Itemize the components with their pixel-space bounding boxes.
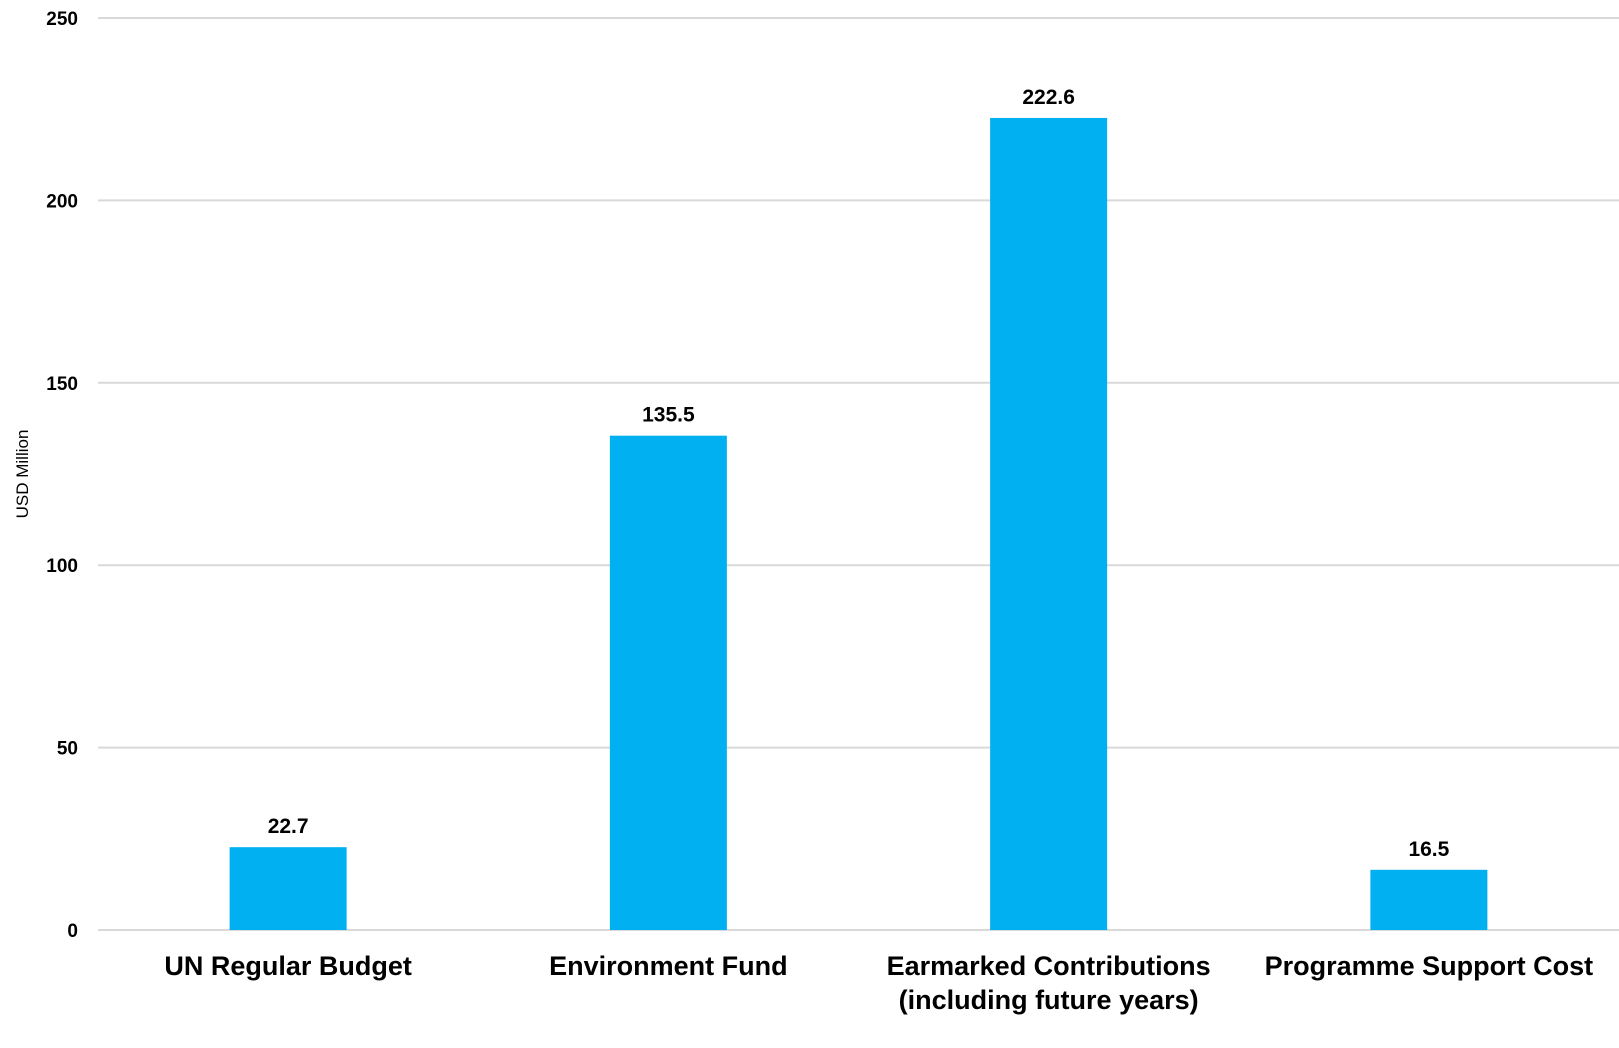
category-label-2: Environment Fund <box>549 951 788 981</box>
category-label-2-line-1: Environment Fund <box>549 951 788 981</box>
category-label-4: Programme Support Cost <box>1265 951 1594 981</box>
y-tick-label-150: 150 <box>46 374 78 395</box>
category-label-4-line-1: Programme Support Cost <box>1265 951 1594 981</box>
y-tick-label-100: 100 <box>46 556 78 577</box>
data-label-2: 135.5 <box>642 404 695 427</box>
y-axis-tick-labels: 0 50 100 150 200 250 <box>46 9 78 942</box>
category-label-3-line-1: Earmarked Contributions <box>887 951 1211 981</box>
gridlines <box>98 17 1619 931</box>
y-axis-title: USD Million <box>13 430 32 519</box>
bar-3 <box>990 117 1108 930</box>
bars <box>229 117 1488 930</box>
bar-2 <box>609 435 727 930</box>
category-label-3-line-2: (including future years) <box>899 985 1199 1015</box>
data-label-1: 22.7 <box>268 815 309 838</box>
x-axis-category-labels: UN Regular Budget Environment Fund Earmark… <box>164 951 1593 1015</box>
y-tick-label-50: 50 <box>57 739 78 760</box>
category-label-3: Earmarked Contributions (including future… <box>887 951 1211 1015</box>
data-label-3: 222.6 <box>1022 86 1075 109</box>
data-labels: 22.7 135.5 222.6 16.5 <box>268 86 1450 861</box>
category-label-1: UN Regular Budget <box>164 951 412 981</box>
bar-4 <box>1370 869 1488 930</box>
bar-1 <box>229 847 347 930</box>
y-tick-label-0: 0 <box>67 921 78 942</box>
y-tick-label-200: 200 <box>46 191 78 212</box>
y-tick-label-250: 250 <box>46 9 78 30</box>
category-label-1-line-1: UN Regular Budget <box>164 951 412 981</box>
data-label-4: 16.5 <box>1408 838 1449 861</box>
